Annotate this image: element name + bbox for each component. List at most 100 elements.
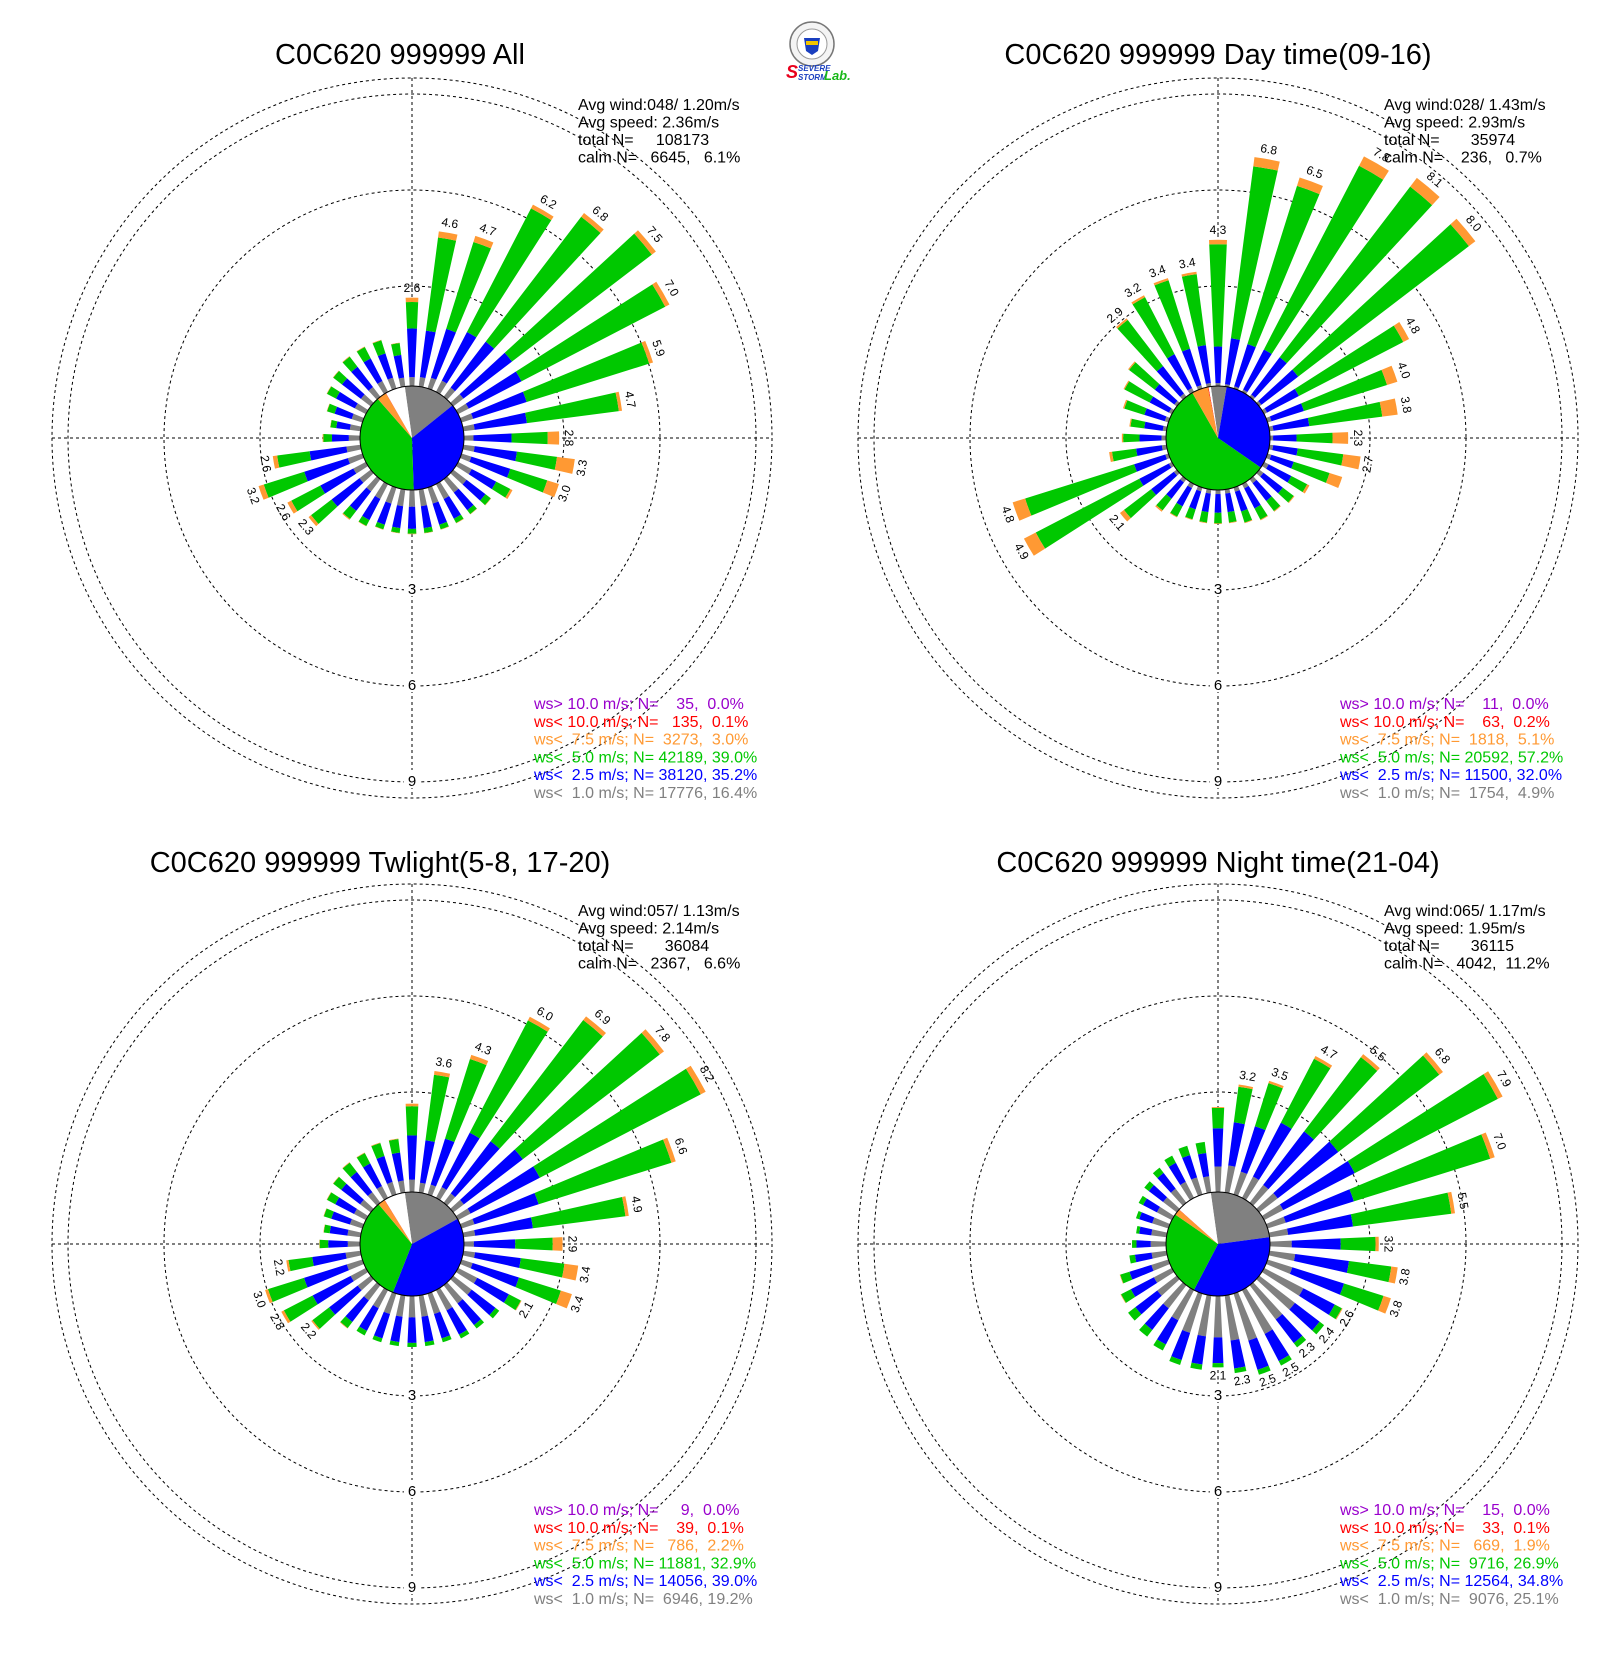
bar-segment <box>554 456 575 474</box>
bar-segment <box>1233 1292 1257 1341</box>
bar-value-label: 3.2 <box>244 486 263 507</box>
bar-segment <box>435 1186 447 1201</box>
legend-entry: ws< 10.0 m/s; N= 135, 0.1% <box>533 714 748 731</box>
bar-segment <box>1199 521 1208 524</box>
bar-segment <box>1144 1303 1169 1330</box>
bar-segment <box>1263 165 1384 354</box>
bar-segment <box>1035 478 1144 549</box>
center-pie-slice <box>1193 1237 1271 1297</box>
bar-segment <box>342 1162 357 1178</box>
ring-label: 3 <box>408 581 416 598</box>
bar-segment <box>1332 432 1349 444</box>
bar-segment <box>1268 425 1274 432</box>
bar-segment <box>1241 389 1248 395</box>
bar-segment <box>1215 383 1221 387</box>
center-pie-slice <box>377 393 412 438</box>
bar-segment <box>1209 244 1227 347</box>
bar-segment <box>391 1152 404 1182</box>
stat-avg-speed: Avg speed: 1.95m/s <box>1384 921 1525 938</box>
ring-label-bg <box>404 1384 420 1402</box>
bar-segment <box>457 1299 482 1326</box>
bar-segment <box>460 1218 475 1229</box>
bar-segment <box>455 403 469 415</box>
bar-segment <box>1169 512 1178 518</box>
bar-segment <box>1360 1054 1380 1071</box>
ring-label-bg <box>1210 578 1226 596</box>
bar-segment <box>435 481 450 500</box>
bar-segment <box>430 1138 455 1187</box>
bar-segment <box>1128 1307 1142 1321</box>
bar-segment <box>1230 1339 1246 1369</box>
bar-segment <box>1238 1084 1254 1090</box>
bar-segment <box>332 1176 340 1184</box>
bar-segment <box>445 1059 487 1142</box>
center-pie-slice <box>1166 1214 1218 1291</box>
bar-segment <box>1325 472 1343 489</box>
bar-segment <box>1340 1236 1376 1252</box>
bar-segment <box>1278 487 1294 503</box>
bar-segment <box>407 506 417 529</box>
bar-segment <box>480 494 491 506</box>
bar-segment <box>1287 1214 1354 1235</box>
bar-value-label: 3.8 <box>1386 1298 1405 1319</box>
bar-segment <box>407 528 417 534</box>
bar-segment <box>456 518 464 524</box>
bar-segment <box>392 505 404 529</box>
bar-segment <box>353 461 369 474</box>
bar-segment <box>388 1139 401 1154</box>
bar-segment <box>1273 434 1297 442</box>
bar-segment <box>1134 454 1167 472</box>
bar-segment <box>427 486 439 504</box>
bar-segment <box>1213 346 1223 384</box>
bar-segment <box>1189 489 1202 510</box>
bar-segment <box>1120 1271 1133 1284</box>
bar-segment <box>1129 418 1132 427</box>
bar-segment <box>503 1294 521 1311</box>
bar-segment <box>1283 1189 1354 1223</box>
center-pie-slice <box>384 1192 412 1244</box>
bar-segment <box>405 1103 419 1107</box>
bar-segment <box>283 1295 318 1322</box>
stat-calm-n: calm N= 236, 0.7% <box>1384 150 1542 167</box>
bar-segment <box>1136 445 1163 457</box>
bar-value-label: 3.8 <box>1398 395 1415 414</box>
bar-segment <box>1191 1334 1206 1365</box>
bar-segment <box>1447 1191 1456 1214</box>
bar-segment <box>1379 398 1398 417</box>
bar-segment <box>450 469 467 485</box>
bar-segment <box>430 328 456 380</box>
bar-segment <box>391 526 401 533</box>
bar-segment <box>484 498 492 506</box>
bar-segment <box>474 1252 521 1268</box>
bar-segment <box>1184 516 1193 521</box>
bar-segment <box>342 356 350 363</box>
bar-segment <box>327 403 338 414</box>
bar-segment <box>1269 454 1294 469</box>
bar-segment <box>1124 400 1147 415</box>
legend-entry: ws< 7.5 m/s; N= 669, 1.9% <box>1339 1538 1550 1555</box>
bar-value-label: 4.3 <box>473 1039 494 1058</box>
bar-segment <box>312 1275 354 1305</box>
bar-segment <box>441 331 477 384</box>
bar-segment <box>1170 502 1183 517</box>
bar-segment <box>1136 1240 1151 1248</box>
bar-segment <box>326 386 340 399</box>
bar-value-label: 3.4 <box>1178 255 1197 272</box>
bar-segment <box>342 505 357 520</box>
bar-segment <box>1272 417 1310 431</box>
bar-segment <box>1293 1335 1307 1348</box>
bar-segment <box>358 515 370 526</box>
bar-segment <box>1280 1058 1331 1129</box>
bar-segment <box>1328 1304 1342 1320</box>
bar-segment <box>443 1282 463 1304</box>
bar-value-label: 3.4 <box>577 1265 594 1284</box>
bar-segment <box>1119 509 1131 522</box>
bar-segment <box>562 1263 579 1281</box>
ring-label-bg <box>1210 1480 1226 1498</box>
bar-segment <box>1378 1295 1391 1314</box>
bar-segment <box>1151 1259 1170 1271</box>
bar-value-label: 4.8 <box>999 504 1018 525</box>
center-pie-slice <box>1166 392 1261 491</box>
bar-segment <box>1301 369 1388 412</box>
